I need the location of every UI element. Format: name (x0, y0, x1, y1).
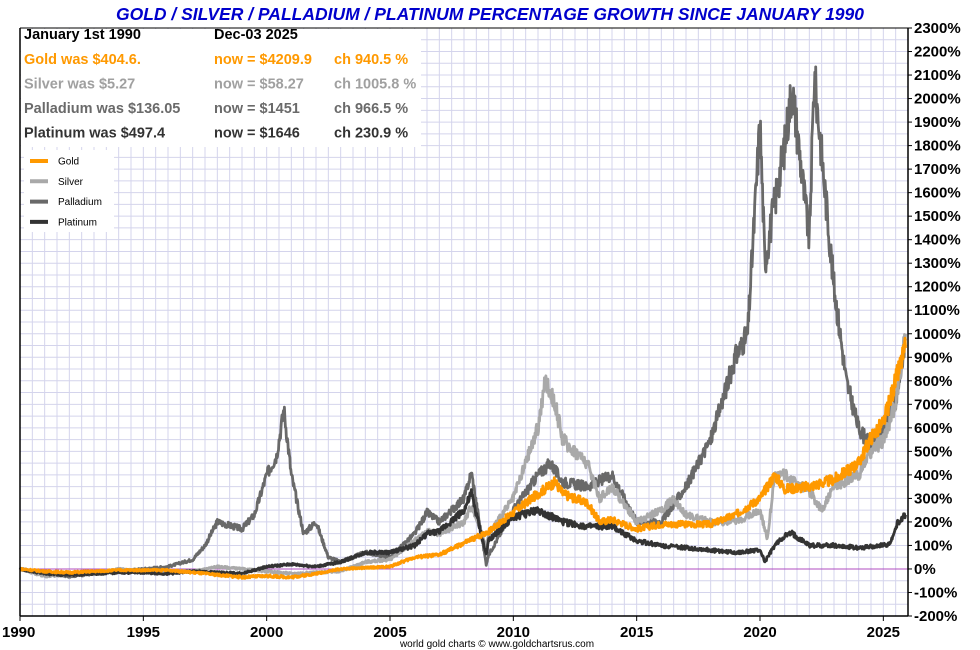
y-tick-label: 0% (914, 561, 936, 578)
info-row-now: now = $4209.9 (214, 52, 312, 68)
x-tick-label: 2015 (620, 624, 653, 641)
x-tick-label: 2000 (250, 624, 283, 641)
y-tick-label: 300% (914, 490, 952, 507)
y-tick-label: 500% (914, 443, 952, 460)
info-row-change: ch 230.9 % (334, 126, 408, 142)
info-row-was: Palladium was $136.05 (24, 101, 180, 117)
y-tick-label: 900% (914, 349, 952, 366)
legend-label-palladium: Palladium (58, 197, 102, 208)
y-tick-label: 2300% (914, 20, 961, 37)
y-tick-label: 1300% (914, 255, 961, 272)
y-tick-label: 2100% (914, 67, 961, 84)
series-layer (18, 65, 907, 580)
y-tick-label: 1400% (914, 232, 961, 249)
x-tick-label: 1995 (127, 624, 160, 641)
info-row-change: ch 966.5 % (334, 101, 408, 117)
y-tick-label: 1200% (914, 279, 961, 296)
info-table: January 1st 1990 Dec-03 2025 Gold was $404… (21, 27, 421, 147)
info-header-end: Dec-03 2025 (214, 27, 298, 43)
y-tick-label: 400% (914, 467, 952, 484)
info-row-change: ch 1005.8 % (334, 77, 416, 93)
chart-credit: world gold charts © www.goldchartsrus.co… (399, 639, 594, 650)
y-tick-label: 100% (914, 537, 952, 554)
series-line-platinum (18, 488, 907, 578)
legend-background (24, 150, 114, 232)
chart-title: GOLD / SILVER / PALLADIUM / PLATINUM PER… (116, 4, 864, 24)
y-tick-label: 1700% (914, 161, 961, 178)
y-tick-label: 1100% (914, 302, 960, 319)
x-tick-label: 1990 (2, 624, 35, 641)
y-tick-label: 200% (914, 514, 952, 531)
info-row-change: ch 940.5 % (334, 52, 408, 68)
x-tick-label: 2010 (497, 624, 530, 641)
info-row-was: Gold was $404.6. (24, 52, 141, 68)
info-row-now: now = $1451 (214, 101, 300, 117)
x-tick-label: 2005 (373, 624, 406, 641)
info-row-now: now = $1646 (214, 126, 300, 142)
legend: Gold Silver Palladium Platinum (24, 150, 114, 232)
x-tick-label: 2025 (867, 624, 900, 641)
info-row-was: Platinum was $497.4 (24, 126, 165, 142)
y-tick-label: 1600% (914, 185, 961, 202)
legend-label-platinum: Platinum (58, 217, 97, 228)
info-row-was: Silver was $5.27 (24, 77, 135, 93)
y-tick-label: 2000% (914, 91, 961, 108)
y-tick-label: -100% (914, 584, 957, 601)
x-tick-label: 2020 (743, 624, 776, 641)
y-tick-label: 700% (914, 396, 952, 413)
y-tick-label: 800% (914, 373, 952, 390)
y-tick-label: -200% (914, 608, 957, 625)
y-tick-label: 600% (914, 420, 952, 437)
y-tick-label: 2200% (914, 44, 961, 61)
series-line-gold (19, 336, 907, 580)
axes: -200% -100% 0% 100% 200% 300% 400% 500% 600% 700%… (2, 20, 961, 641)
legend-label-silver: Silver (58, 177, 84, 188)
info-table-background (21, 29, 421, 147)
info-row-now: now = $58.27 (214, 77, 304, 93)
info-header-start: January 1st 1990 (24, 27, 141, 43)
y-tick-label: 1000% (914, 326, 961, 343)
legend-label-gold: Gold (58, 157, 79, 168)
y-tick-label: 1900% (914, 114, 961, 131)
y-tick-label: 1800% (914, 138, 961, 155)
y-tick-label: 1500% (914, 208, 961, 225)
series-line-palladium (19, 65, 907, 579)
